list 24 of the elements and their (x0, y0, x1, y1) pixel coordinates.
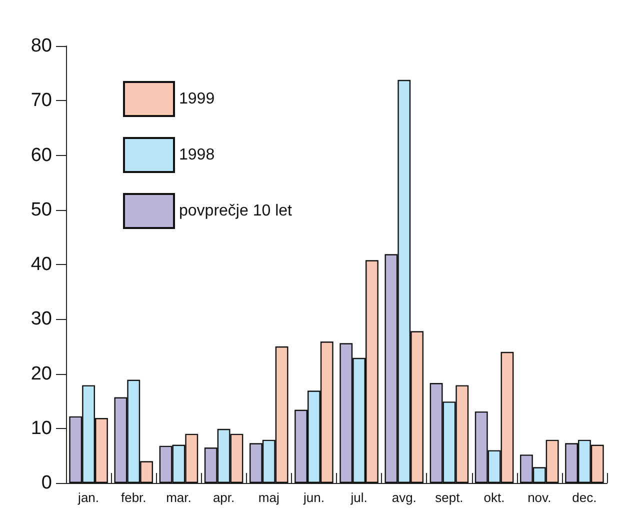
x-tick-label: febr. (120, 490, 146, 505)
y-tick-label: 70 (30, 90, 52, 112)
legend-label: 1999 (179, 90, 215, 108)
x-tick-label: jul. (350, 490, 368, 505)
y-tick-label: 10 (30, 418, 52, 439)
y-tick-label: 60 (30, 144, 52, 166)
y-tick-label: 30 (30, 308, 52, 330)
x-tick-label: mar. (166, 490, 192, 505)
legend-label: 1998 (179, 146, 215, 164)
x-tick-label: apr. (212, 490, 235, 505)
y-tick-label: 20 (30, 363, 52, 384)
y-tick-label: 50 (30, 199, 52, 220)
y-tick-label: 0 (41, 472, 52, 494)
x-tick-label: sept. (435, 490, 464, 505)
x-tick-label: jan. (77, 490, 100, 505)
x-tick-label: maj (258, 490, 280, 505)
x-tick-label: avg. (392, 490, 416, 505)
x-tick-label: dec. (572, 490, 597, 505)
y-tick-label: 80 (30, 36, 52, 56)
x-tick-label: nov. (528, 490, 552, 505)
x-tick-label: jun. (302, 490, 324, 505)
legend-label: povprečje 10 let (179, 202, 293, 220)
y-tick-label: 40 (30, 254, 52, 275)
x-tick-label: okt. (484, 490, 505, 505)
